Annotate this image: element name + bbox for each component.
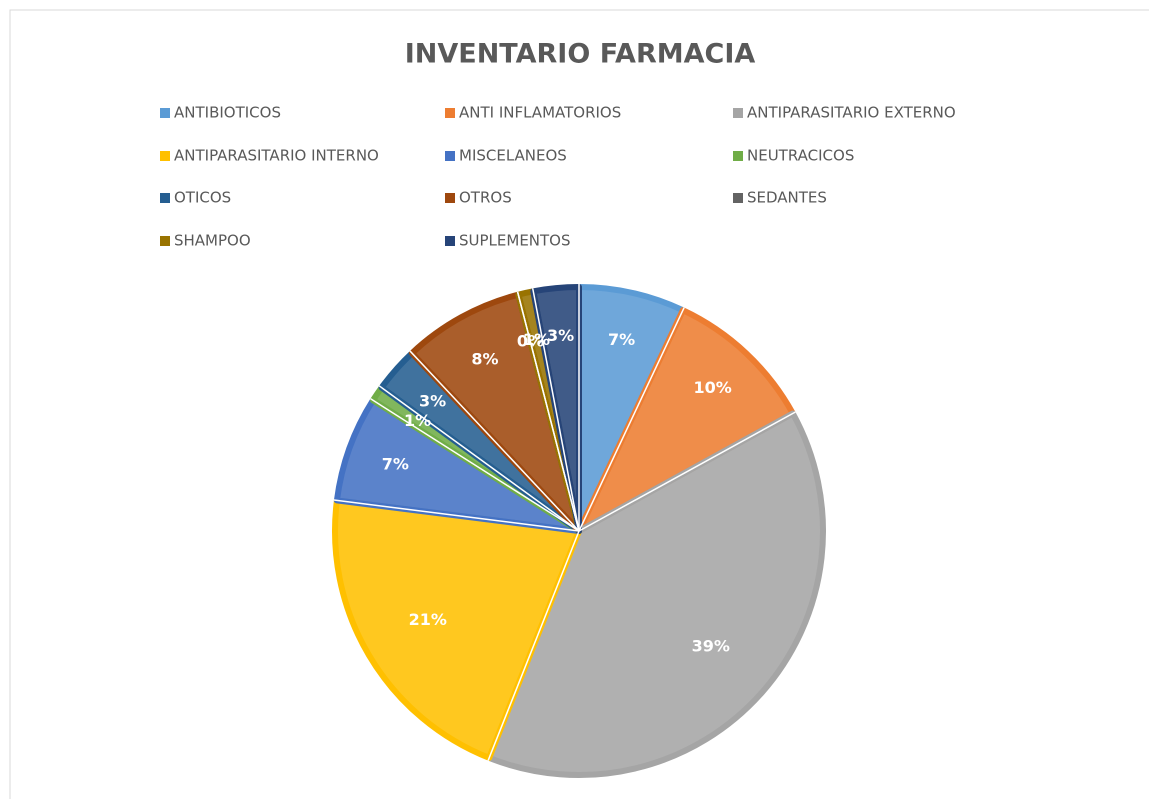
- pie-slice: [332, 497, 582, 761]
- legend-swatch: [160, 108, 170, 118]
- legend-swatch: [733, 151, 743, 161]
- data-label: 1%: [523, 330, 550, 349]
- legend-swatch: [445, 193, 455, 203]
- legend-swatch: [160, 151, 170, 161]
- legend-label: SEDANTES: [747, 189, 827, 207]
- data-label: 3%: [547, 326, 574, 345]
- legend-swatch: [160, 236, 170, 246]
- legend-label: ANTIPARASITARIO EXTERNO: [747, 104, 956, 122]
- pie: 7%10%39%21%7%1%3%8%0%1%3%: [332, 284, 826, 778]
- legend-label: ANTIPARASITARIO INTERNO: [174, 147, 379, 165]
- legend-swatch: [445, 151, 455, 161]
- legend-label: ANTI INFLAMATORIOS: [459, 104, 621, 122]
- pie-slice: [408, 291, 582, 534]
- legend-swatch: [160, 193, 170, 203]
- slice-separator: [578, 307, 685, 532]
- data-label: 21%: [409, 610, 447, 629]
- slice-separator: [333, 499, 580, 532]
- legend-label: OTICOS: [174, 189, 231, 207]
- data-label: 39%: [692, 637, 730, 656]
- legend-label: SUPLEMENTOS: [459, 232, 571, 250]
- slice-separator: [409, 350, 580, 532]
- legend: ANTIBIOTICOS ANTI INFLAMATORIOS ANTIPARASI…: [160, 104, 956, 250]
- slice-separator: [487, 530, 580, 761]
- slice-separator: [578, 411, 796, 532]
- legend-swatch: [733, 108, 743, 118]
- data-label: 0%: [517, 331, 544, 350]
- data-label: 8%: [471, 349, 498, 368]
- legend-swatch: [445, 236, 455, 246]
- slice-separator: [531, 288, 580, 532]
- chart-title: INVENTARIO FARMACIA: [405, 39, 756, 70]
- legend-label: MISCELANEOS: [459, 147, 567, 165]
- slice-separator: [370, 398, 580, 532]
- legend-label: ANTIBIOTICOS: [174, 104, 281, 122]
- slice-separator: [516, 291, 580, 532]
- legend-swatch: [445, 108, 455, 118]
- legend-label: NEUTRACICOS: [747, 147, 854, 165]
- data-label: 10%: [693, 378, 731, 397]
- pie-slice: [576, 307, 796, 534]
- data-label: 7%: [382, 454, 409, 473]
- pie-slice: [486, 410, 826, 778]
- data-label: 3%: [419, 391, 446, 410]
- data-label: 1%: [404, 411, 431, 430]
- legend-label: SHAMPOO: [174, 232, 251, 250]
- legend-label: OTROS: [459, 189, 512, 207]
- slice-separator: [378, 385, 580, 532]
- legend-swatch: [733, 193, 743, 203]
- data-label: 7%: [608, 330, 635, 349]
